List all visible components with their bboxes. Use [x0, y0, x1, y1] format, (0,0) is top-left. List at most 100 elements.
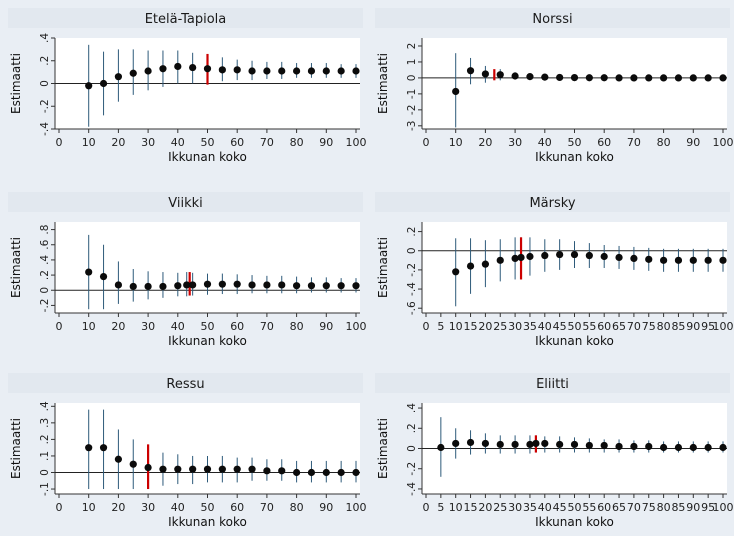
- x-tick-label: 100: [713, 501, 734, 514]
- x-tick-label: 90: [686, 136, 700, 149]
- x-tick-label: 10: [449, 136, 463, 149]
- panel-title-strip: [8, 8, 363, 28]
- x-tick-label: 70: [260, 501, 274, 514]
- x-tick-label: 25: [493, 501, 507, 514]
- x-tick-label: 60: [230, 501, 244, 514]
- y-tick-label: -2: [406, 105, 418, 115]
- x-tick-label: 30: [508, 136, 522, 149]
- y-tick-label: 0: [39, 80, 51, 87]
- y-axis-label: Estimaatti: [9, 53, 23, 114]
- x-tick-label: 60: [230, 136, 244, 149]
- data-point: [645, 74, 653, 82]
- data-point: [660, 74, 668, 82]
- y-tick-label: 0: [39, 287, 51, 294]
- x-tick-label: 30: [141, 320, 155, 333]
- y-tick-label: .2: [39, 270, 51, 280]
- x-tick-label: 75: [642, 320, 656, 333]
- data-point: [278, 281, 286, 289]
- data-point: [85, 82, 93, 90]
- y-tick-label: 1: [406, 59, 418, 66]
- data-point: [307, 282, 316, 290]
- x-axis-label: Ikkunan koko: [535, 334, 614, 348]
- x-tick-label: 15: [464, 320, 478, 333]
- data-point: [630, 74, 638, 82]
- y-tick-label: .2: [39, 434, 51, 444]
- data-point: [114, 281, 122, 289]
- y-tick-label: -.2: [39, 99, 51, 113]
- x-tick-label: 90: [319, 501, 333, 514]
- data-point: [85, 444, 93, 452]
- x-tick-label: 100: [346, 136, 367, 149]
- x-tick-label: 10: [82, 501, 96, 514]
- x-tick-label: 55: [582, 320, 596, 333]
- y-tick-label: 0: [406, 247, 418, 254]
- data-point: [114, 455, 122, 463]
- data-point: [541, 73, 549, 81]
- data-point: [159, 65, 167, 73]
- data-point: [719, 74, 727, 82]
- chart-panel-3: Märsky-.6-.4-.20.20 5 10 15 20 25 30 35 40 45 50 55…: [375, 192, 734, 349]
- x-tick-label: 50: [568, 501, 582, 514]
- data-point: [263, 67, 271, 75]
- data-point: [511, 72, 519, 80]
- data-point: [203, 465, 212, 473]
- data-point: [263, 281, 271, 289]
- x-tick-label: 15: [464, 501, 478, 514]
- data-point: [144, 67, 152, 75]
- y-tick-label: .2: [39, 56, 51, 66]
- x-tick-label: 0: [56, 320, 63, 333]
- data-point: [466, 67, 475, 75]
- y-tick-label: -.2: [406, 462, 418, 476]
- data-point: [496, 71, 504, 79]
- data-point: [674, 74, 683, 82]
- data-point: [645, 255, 653, 263]
- data-point: [541, 439, 549, 448]
- data-point: [466, 438, 475, 447]
- x-tick-label: 40: [171, 136, 185, 149]
- x-tick-label: 30: [141, 501, 155, 514]
- x-tick-label: 0: [56, 501, 63, 514]
- data-point: [159, 465, 167, 473]
- data-point: [689, 256, 697, 264]
- data-point: [248, 281, 256, 289]
- data-point: [704, 256, 712, 264]
- x-tick-label: 60: [230, 320, 244, 333]
- data-point: [689, 443, 697, 452]
- data-point: [704, 443, 712, 452]
- data-point: [481, 70, 489, 78]
- x-tick-label: 100: [346, 501, 367, 514]
- x-tick-label: 50: [568, 320, 582, 333]
- data-point: [189, 281, 197, 289]
- x-tick-label: 20: [478, 320, 492, 333]
- data-point: [600, 441, 608, 450]
- data-point: [337, 67, 345, 75]
- data-point: [570, 250, 579, 259]
- x-tick-label: 70: [260, 320, 274, 333]
- x-tick-label: 35: [523, 320, 537, 333]
- data-point: [556, 250, 564, 259]
- data-point: [570, 73, 579, 82]
- x-tick-label: 0: [423, 136, 430, 149]
- data-point: [352, 282, 360, 290]
- chart-panel-4: Ressu -.1 0 .1 .2 .3 .4 0 10 20 30 40 50 60 70 80 90 100 I…: [8, 373, 367, 530]
- y-tick-label: -1: [406, 89, 418, 99]
- x-axis-label: Ikkunan koko: [168, 150, 247, 164]
- y-tick-label: -3: [406, 121, 418, 131]
- y-tick-label: -.6: [406, 301, 418, 315]
- x-tick-label: 80: [657, 501, 671, 514]
- data-point: [511, 254, 519, 262]
- x-tick-label: 20: [111, 136, 125, 149]
- x-tick-label: 40: [171, 320, 185, 333]
- data-point: [248, 465, 256, 473]
- data-point: [263, 467, 271, 475]
- data-point: [600, 252, 608, 261]
- y-tick-label: .8: [39, 225, 51, 235]
- data-point: [99, 79, 108, 88]
- data-point: [615, 442, 623, 451]
- data-point: [689, 74, 697, 82]
- chart-panel-2: Viikki -.2 0 .2 .4 .6 .8 0 10 20 30 40 50 60 70 80 90 100…: [8, 192, 367, 349]
- x-tick-label: 95: [701, 320, 715, 333]
- x-tick-label: 10: [449, 320, 463, 333]
- data-point: [218, 465, 226, 473]
- data-point: [719, 256, 727, 264]
